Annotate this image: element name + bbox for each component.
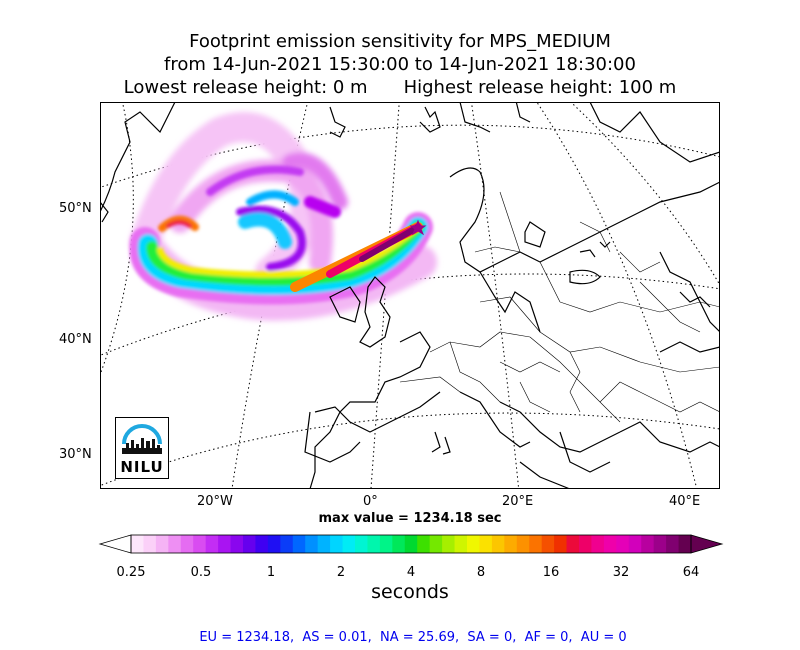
colorbar-cell bbox=[218, 535, 232, 553]
nilu-logo: NILU bbox=[115, 417, 169, 479]
colorbar-cell bbox=[330, 535, 344, 553]
colorbar-cell bbox=[653, 535, 667, 553]
colorbar-tick-label: 2 bbox=[336, 565, 346, 580]
colorbar-tick-label: 4 bbox=[406, 565, 416, 580]
colorbar-cell bbox=[305, 535, 319, 553]
lat-label-40n: 40°N bbox=[59, 332, 92, 347]
colorbar-tick-label: 0.5 bbox=[190, 565, 212, 580]
lat-label-30n: 30°N bbox=[59, 447, 92, 462]
colorbar-label: seconds bbox=[371, 581, 449, 603]
colorbar-tick-label: 1 bbox=[266, 565, 276, 580]
lowest-release-height: Lowest release height: 0 m bbox=[123, 77, 368, 98]
colorbar-cell bbox=[255, 535, 269, 553]
colorbar-cell bbox=[155, 535, 169, 553]
colorbar-tick-label: 64 bbox=[682, 565, 700, 580]
colorbar-cell bbox=[454, 535, 468, 553]
colorbar-cell bbox=[392, 535, 406, 553]
colorbar-cell bbox=[193, 535, 207, 553]
colorbar-cell bbox=[641, 535, 655, 553]
colorbar-cell bbox=[616, 535, 630, 553]
colorbar-cell bbox=[292, 535, 306, 553]
country-borders bbox=[399, 191, 720, 423]
colorbar-cell bbox=[168, 535, 182, 553]
lon-label-20e: 20°E bbox=[502, 494, 534, 509]
nilu-logo-text: NILU bbox=[120, 458, 164, 476]
colorbar-cell bbox=[529, 535, 543, 553]
title-line-2: from 14-Jun-2021 15:30:00 to 14-Jun-2021… bbox=[164, 54, 636, 75]
lon-label-0: 0° bbox=[363, 494, 378, 509]
colorbar-cell bbox=[143, 535, 157, 553]
title-line-1: Footprint emission sensitivity for MPS_M… bbox=[189, 31, 611, 52]
colorbar-cell bbox=[491, 535, 505, 553]
colorbar-cell bbox=[243, 535, 257, 553]
colorbar-cell bbox=[267, 535, 281, 553]
colorbar bbox=[98, 534, 724, 554]
colorbar-tick-label: 8 bbox=[476, 565, 486, 580]
colorbar-cell bbox=[131, 535, 145, 553]
colorbar-cell bbox=[504, 535, 518, 553]
colorbar-cell bbox=[467, 535, 481, 553]
colorbar-cell bbox=[429, 535, 443, 553]
colorbar-tick-label: 16 bbox=[542, 565, 560, 580]
colorbar-cell bbox=[566, 535, 580, 553]
colorbar-min-extension bbox=[98, 534, 132, 554]
colorbar-cell bbox=[678, 535, 692, 553]
colorbar-cell bbox=[317, 535, 331, 553]
nilu-logo-graphic bbox=[122, 424, 162, 454]
colorbar-cell bbox=[230, 535, 244, 553]
colorbar-cell bbox=[280, 535, 294, 553]
colorbar-tick-label: 32 bbox=[612, 565, 630, 580]
lat-label-50n: 50°N bbox=[59, 201, 92, 216]
highest-release-height: Highest release height: 100 m bbox=[403, 77, 677, 98]
colorbar-cell bbox=[205, 535, 219, 553]
colorbar-cell bbox=[579, 535, 593, 553]
colorbar-cell bbox=[442, 535, 456, 553]
colorbar-cell bbox=[355, 535, 369, 553]
coastlines bbox=[100, 102, 720, 489]
footprint-map bbox=[100, 102, 720, 489]
max-value-label: max value = 1234.18 sec bbox=[318, 511, 502, 526]
colorbar-cell bbox=[379, 535, 393, 553]
colorbar-cell bbox=[628, 535, 642, 553]
colorbar-cell bbox=[541, 535, 555, 553]
lon-label-20w: 20°W bbox=[197, 494, 233, 509]
map-frame bbox=[100, 102, 720, 489]
colorbar-cell bbox=[554, 535, 568, 553]
emission-footprint bbox=[129, 112, 437, 321]
colorbar-cell bbox=[404, 535, 418, 553]
colorbar-cell bbox=[417, 535, 431, 553]
colorbar-cell bbox=[180, 535, 194, 553]
colorbar-cell bbox=[342, 535, 356, 553]
colorbar-frame bbox=[130, 534, 692, 554]
colorbar-cell bbox=[516, 535, 530, 553]
colorbar-cell bbox=[591, 535, 605, 553]
colorbar-cell bbox=[603, 535, 617, 553]
colorbar-cell bbox=[666, 535, 680, 553]
title-line-3: Lowest release height: 0 m Highest releas… bbox=[0, 77, 800, 99]
colorbar-cell bbox=[479, 535, 493, 553]
lon-label-40e: 40°E bbox=[669, 494, 701, 509]
colorbar-tick-label: 0.25 bbox=[116, 565, 146, 580]
region-stats: EU = 1234.18, AS = 0.01, NA = 25.69, SA … bbox=[199, 630, 627, 645]
colorbar-cell bbox=[367, 535, 381, 553]
release-point-marker bbox=[409, 219, 427, 236]
colorbar-max-extension bbox=[690, 534, 724, 554]
